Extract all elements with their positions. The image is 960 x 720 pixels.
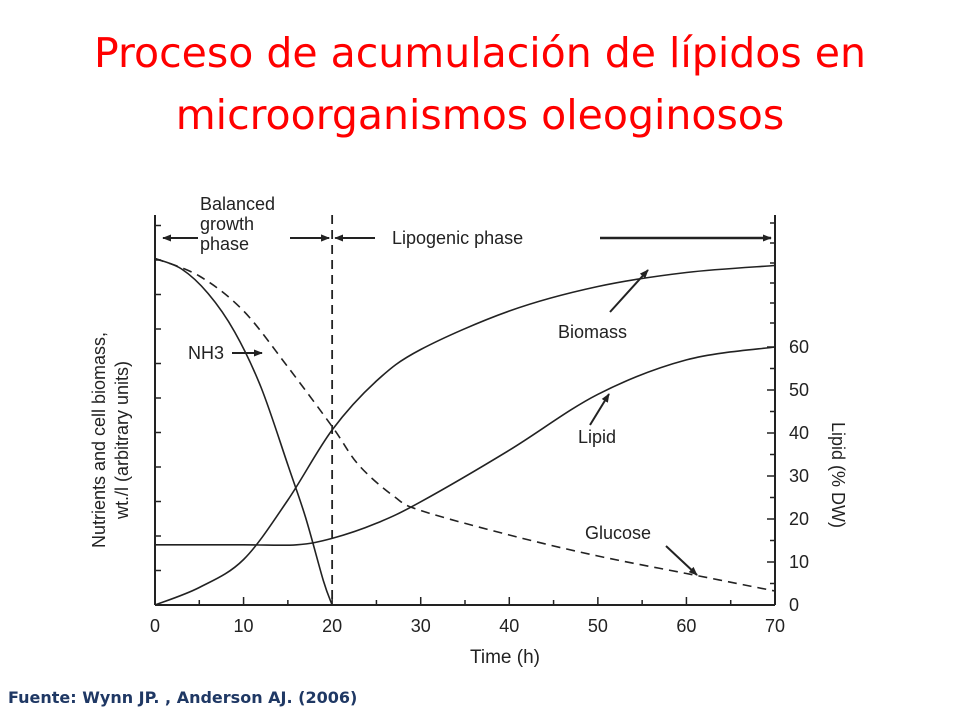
phase-label-balanced: Balanced: [200, 194, 275, 214]
right-tick-label: 30: [789, 466, 809, 486]
title-line-1: Proceso de acumulación de lípidos en: [94, 29, 866, 77]
x-tick-label: 70: [765, 616, 785, 636]
title-line-2: microorganismos oleoginosos: [175, 91, 785, 139]
curves: [154, 257, 776, 606]
annotation-biomass-arrow: [609, 269, 649, 313]
annotation-biomass-label: Biomass: [558, 322, 627, 342]
annotation-nh3-label: NH3: [188, 343, 224, 363]
annotation-glucose-arrow: [665, 545, 698, 576]
right-tick-label: 20: [789, 509, 809, 529]
source-citation: Fuente: Wynn JP. , Anderson AJ. (2006): [8, 688, 358, 707]
x-tick-label: 20: [322, 616, 342, 636]
slide-title: Proceso de acumulación de lípidos en mic…: [0, 22, 960, 146]
x-tick-label: 0: [150, 616, 160, 636]
x-tick-label: 60: [676, 616, 696, 636]
plot-frame: [154, 215, 776, 606]
phase-label-lipogenic: Lipogenic phase: [392, 228, 523, 248]
series-biomass-line: [154, 264, 776, 606]
series-glucose-line: [154, 257, 776, 592]
x-axis-title: Time (h): [470, 647, 540, 668]
left-axis-title-line-2: wt./l (arbitrary units): [112, 361, 132, 520]
annotation-glucose-label: Glucose: [585, 523, 651, 543]
annotation-lipid-label: Lipid: [578, 427, 616, 447]
right-axis-title: Lipid (% DW): [828, 422, 848, 528]
series-lipid-line: [154, 346, 776, 547]
right-tick-label: 0: [789, 595, 799, 615]
annotation-lipid-arrow: [589, 393, 610, 426]
x-tick-label: 50: [588, 616, 608, 636]
right-tick-label: 10: [789, 552, 809, 572]
x-tick-label: 10: [234, 616, 254, 636]
left-axis-title-line-1: Nutrients and cell biomass,: [89, 332, 109, 548]
right-tick-label: 40: [789, 423, 809, 443]
x-tick-label: 40: [499, 616, 519, 636]
x-tick-label: 30: [411, 616, 431, 636]
phase-label-balanced: growth: [200, 214, 254, 234]
phase-label-balanced: phase: [200, 234, 249, 254]
series-nh3-line: [154, 257, 333, 606]
right-tick-label: 50: [789, 380, 809, 400]
right-tick-label: 60: [789, 337, 809, 357]
